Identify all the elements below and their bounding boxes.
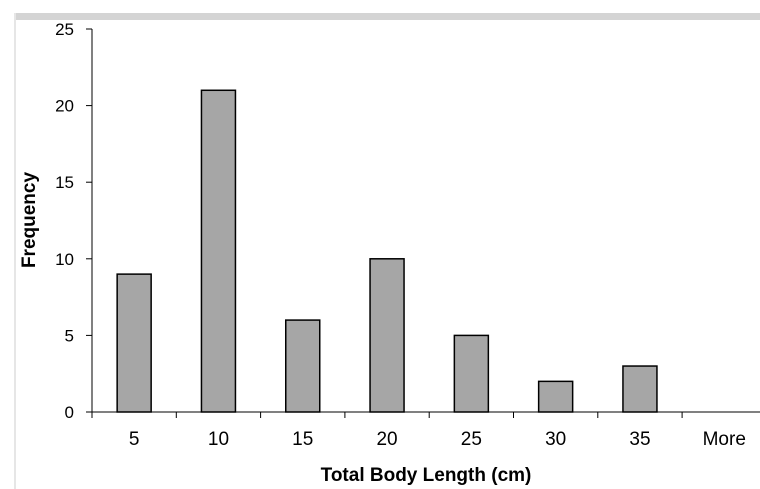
bar-25 bbox=[453, 334, 490, 413]
y-tick-label: 20 bbox=[55, 97, 74, 116]
x-ticks-group: 5 10 15 20 25 30 35 More bbox=[91, 412, 746, 450]
x-tick-label: 20 bbox=[376, 429, 397, 450]
y-ticks-group: 0 5 10 15 20 25 bbox=[55, 20, 92, 422]
y-tick-label: 10 bbox=[55, 250, 74, 269]
bar-10 bbox=[200, 89, 237, 413]
x-tick-label: 30 bbox=[545, 429, 566, 450]
x-tick-label: 25 bbox=[461, 429, 482, 450]
bar-15 bbox=[285, 319, 321, 413]
y-tick-label: 25 bbox=[55, 20, 74, 39]
bar-35 bbox=[622, 365, 658, 413]
y-tick-label: 15 bbox=[55, 173, 74, 192]
bar-20 bbox=[369, 258, 405, 413]
x-tick-label: 5 bbox=[129, 429, 140, 450]
y-tick-label: 0 bbox=[65, 403, 74, 422]
y-axis-label: Frequency bbox=[19, 172, 40, 269]
bar-5 bbox=[116, 273, 152, 413]
x-tick-label: More bbox=[703, 429, 746, 450]
y-tick-label: 5 bbox=[65, 326, 74, 345]
bar-30 bbox=[537, 380, 574, 413]
x-tick-label: 10 bbox=[208, 429, 229, 450]
x-tick-label: 35 bbox=[629, 429, 650, 450]
x-tick-label: 15 bbox=[292, 429, 313, 450]
x-axis-label: Total Body Length (cm) bbox=[321, 465, 532, 486]
frame-top-border bbox=[14, 13, 760, 20]
frame-left-border bbox=[14, 13, 16, 489]
bars-group bbox=[116, 89, 658, 413]
